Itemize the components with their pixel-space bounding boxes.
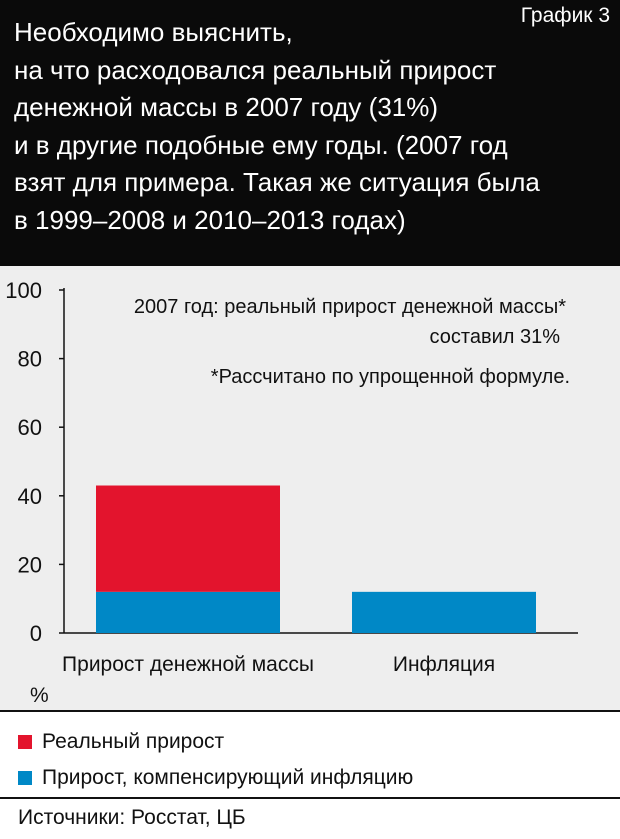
y-tick-label: 0	[30, 621, 42, 646]
y-tick-label: 40	[18, 484, 42, 509]
bar-chart: 0 20 40 60 80 100 Прирост денежной массы Инфляц…	[5, 278, 578, 676]
bar-segment	[96, 591, 280, 633]
y-tick-label: 100	[5, 278, 42, 303]
legend-swatch-inflation	[18, 771, 32, 785]
divider-bottom	[0, 797, 620, 799]
footnote: *Рассчитано по упрощенной формуле.	[210, 366, 570, 388]
legend-swatch-real	[18, 735, 32, 749]
y-tick-label: 80	[18, 347, 42, 372]
chart-number-label: График 3	[520, 4, 610, 27]
source-note: Источники: Росстат, ЦБ	[18, 806, 246, 829]
bar-segment	[352, 591, 536, 633]
y-tick-label: 60	[18, 415, 42, 440]
chart-title: Необходимо выяснить, на что расходовался…	[14, 17, 540, 235]
y-tick-label: 20	[18, 552, 42, 577]
divider-top	[0, 710, 620, 712]
legend-label-inflation: Прирост, компенсирующий инфляцию	[42, 766, 414, 789]
legend-item-inflation: Прирост, компенсирующий инфляцию	[18, 766, 413, 790]
note-line-1: 2007 год: реальный прирост денежной масс…	[133, 296, 566, 318]
y-axis-unit: %	[30, 684, 49, 707]
x-category-label: Инфляция	[393, 653, 495, 676]
x-category-label: Прирост денежной массы	[62, 653, 314, 676]
legend-item-real: Реальный прирост	[18, 730, 224, 754]
note-line-2: составил 31%	[429, 326, 560, 348]
bar-segment	[96, 485, 280, 592]
legend-label-real: Реальный прирост	[42, 730, 225, 753]
header-panel: График 3 Необходимо выяснить, на что рас…	[0, 0, 620, 266]
